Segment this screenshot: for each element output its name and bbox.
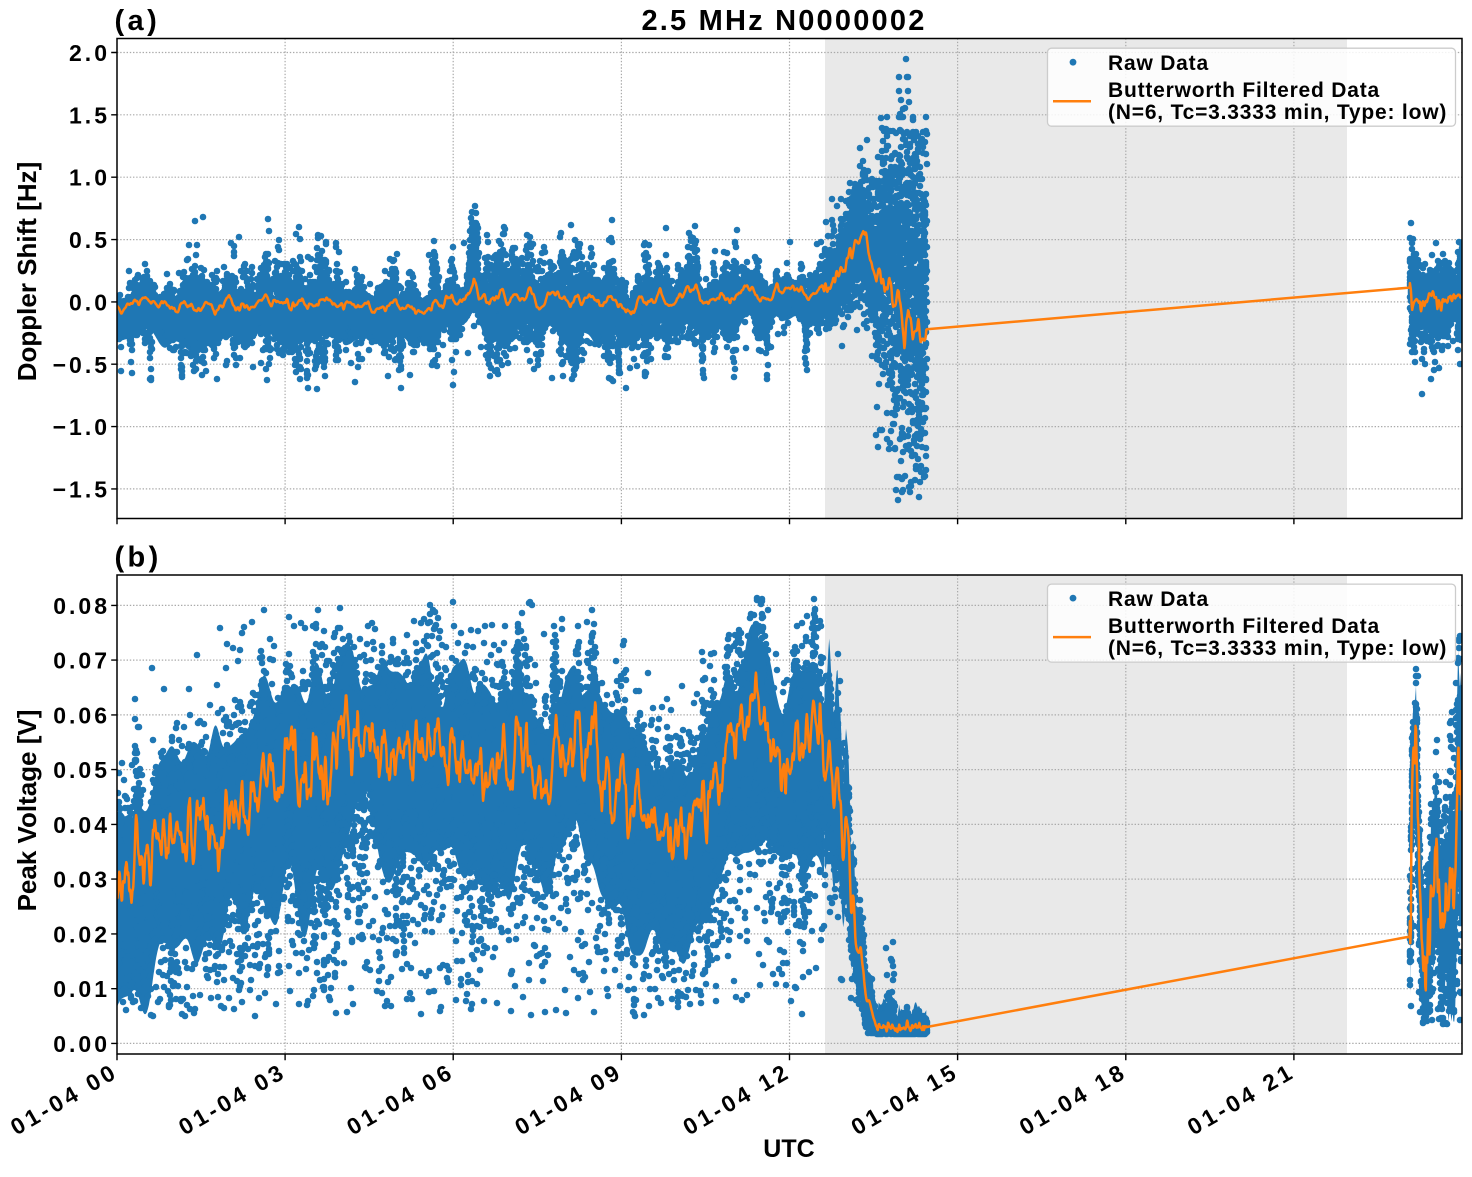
svg-text:Raw Data: Raw Data <box>1108 52 1209 75</box>
svg-text:2.5 MHz N0000002: 2.5 MHz N0000002 <box>641 5 926 37</box>
svg-text:−0.5: −0.5 <box>53 352 110 378</box>
svg-text:−1.5: −1.5 <box>53 476 110 502</box>
svg-text:Doppler Shift [Hz]: Doppler Shift [Hz] <box>12 162 42 382</box>
svg-text:0.5: 0.5 <box>69 227 110 253</box>
svg-text:0.02: 0.02 <box>53 921 110 947</box>
svg-text:0.00: 0.00 <box>53 1031 110 1057</box>
svg-text:(a): (a) <box>115 5 161 37</box>
svg-text:0.08: 0.08 <box>53 593 110 619</box>
svg-text:0.07: 0.07 <box>53 648 110 674</box>
svg-text:1.5: 1.5 <box>69 102 110 128</box>
svg-text:(N=6, Tc=3.3333 min, Type: low: (N=6, Tc=3.3333 min, Type: low) <box>1108 101 1447 124</box>
svg-text:Butterworth Filtered Data: Butterworth Filtered Data <box>1108 79 1380 102</box>
svg-text:Peak Voltage [V]: Peak Voltage [V] <box>12 710 42 912</box>
svg-text:−1.0: −1.0 <box>53 414 110 440</box>
svg-text:0.0: 0.0 <box>69 289 110 315</box>
svg-text:0.06: 0.06 <box>53 702 110 728</box>
svg-text:0.05: 0.05 <box>53 757 110 783</box>
svg-text:0.03: 0.03 <box>53 867 110 893</box>
svg-text:UTC: UTC <box>763 1135 814 1163</box>
svg-text:1.0: 1.0 <box>69 165 110 191</box>
svg-text:2.0: 2.0 <box>69 40 110 66</box>
svg-text:Butterworth Filtered Data: Butterworth Filtered Data <box>1108 615 1380 638</box>
svg-text:Raw Data: Raw Data <box>1108 588 1209 611</box>
svg-text:0.01: 0.01 <box>53 976 110 1002</box>
svg-text:0.04: 0.04 <box>53 812 110 838</box>
svg-text:(b): (b) <box>115 541 162 573</box>
svg-text:(N=6, Tc=3.3333 min, Type: low: (N=6, Tc=3.3333 min, Type: low) <box>1108 637 1447 660</box>
